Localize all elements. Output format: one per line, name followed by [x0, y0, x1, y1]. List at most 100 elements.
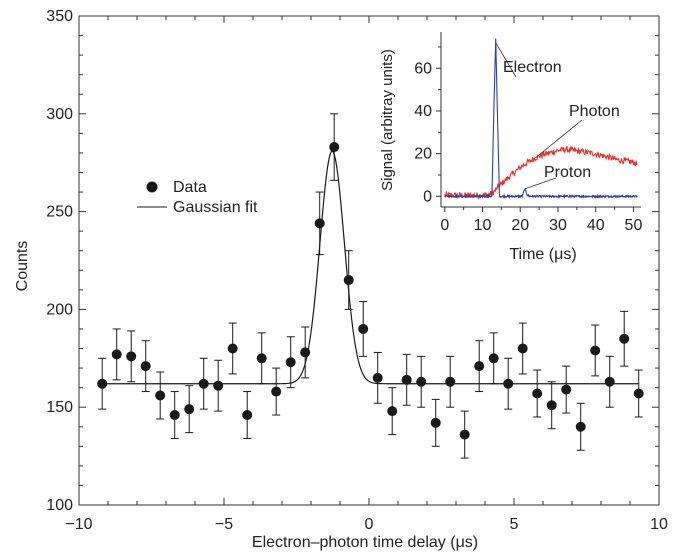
y-tick-label: 350: [46, 8, 73, 25]
annotation-label: Electron: [503, 59, 562, 76]
data-point: [213, 359, 224, 412]
data-marker: [532, 388, 543, 399]
data-point: [343, 250, 354, 310]
inset-x-tick-label: 50: [625, 217, 643, 234]
main-axes: [78, 15, 660, 506]
data-point: [590, 324, 601, 377]
y-axis-label: Counts: [14, 241, 31, 292]
data-point: [140, 340, 151, 393]
data-marker: [604, 376, 615, 387]
data-marker: [503, 378, 514, 389]
data-marker: [358, 323, 369, 334]
data-point: [314, 191, 325, 256]
data-marker: [285, 357, 296, 368]
inset-x-tick-label: 10: [474, 217, 492, 234]
data-point: [285, 336, 296, 389]
data-marker: [242, 410, 253, 421]
data-point: [300, 326, 311, 379]
annotation-label: Photon: [569, 103, 620, 120]
data-marker: [401, 374, 412, 385]
data-marker: [213, 380, 224, 391]
data-marker: [517, 343, 528, 354]
data-points: [97, 113, 644, 459]
data-point: [256, 332, 267, 385]
inset-x-tick-label: 40: [587, 217, 605, 234]
inset-x-tick-label: 30: [549, 217, 567, 234]
data-marker: [155, 390, 166, 401]
data-point: [329, 113, 340, 181]
data-marker: [343, 275, 354, 286]
data-marker: [590, 345, 601, 356]
data-marker: [488, 353, 499, 364]
data-point: [575, 402, 586, 451]
y-tick-label: 300: [46, 106, 73, 123]
data-marker: [416, 376, 427, 387]
data-marker: [256, 353, 267, 364]
legend-label-fit: Gaussian fit: [173, 199, 258, 216]
data-point: [111, 328, 122, 381]
data-point: [401, 353, 412, 406]
x-tick-label: 10: [650, 516, 668, 533]
data-marker: [445, 376, 456, 387]
data-point: [184, 385, 195, 434]
data-point: [358, 301, 369, 357]
gaussian-fit-line: [102, 150, 639, 385]
inset-y-tick-label: 0: [423, 188, 432, 205]
x-axis-label: Electron–photon time delay (μs): [252, 534, 478, 551]
inset-annotations: Electron Photon Proton: [495, 42, 620, 190]
data-marker: [126, 351, 137, 362]
annotation-leader-line: [535, 119, 583, 159]
data-marker: [546, 400, 557, 411]
y-tick-label: 200: [46, 301, 73, 318]
x-tick-label: −5: [215, 516, 233, 533]
annotation-leader-line: [495, 42, 517, 78]
data-point: [532, 369, 543, 418]
data-point: [445, 355, 456, 408]
data-marker: [633, 388, 644, 399]
x-tick-label: 0: [365, 516, 374, 533]
inset-x-tick-label: 0: [440, 217, 449, 234]
data-point: [488, 332, 499, 385]
inset-y-tick-label: 60: [414, 60, 432, 77]
data-point: [387, 387, 398, 436]
data-marker: [372, 372, 383, 383]
data-point: [619, 310, 630, 367]
inset-background: [420, 28, 650, 208]
y-tick-label: 150: [46, 399, 73, 416]
data-point: [430, 398, 441, 447]
data-point: [198, 357, 209, 410]
data-point: [372, 351, 383, 404]
inset-y-tick-label: 20: [414, 146, 432, 163]
data-marker: [561, 384, 572, 395]
data-point: [633, 369, 644, 418]
data-point: [503, 357, 514, 410]
data-marker: [97, 378, 108, 389]
inset-axes: [436, 32, 641, 212]
data-marker: [184, 404, 195, 415]
data-point: [459, 410, 470, 459]
data-marker: [300, 347, 311, 358]
data-point: [416, 355, 427, 408]
data-point: [517, 322, 528, 375]
data-marker: [575, 421, 586, 432]
data-marker: [459, 429, 470, 440]
data-marker: [314, 218, 325, 229]
data-point: [561, 365, 572, 414]
data-marker: [619, 333, 630, 344]
inset-x-axis-label: Time (μs): [509, 246, 576, 263]
annotation-label: Proton: [544, 164, 591, 181]
data-point: [604, 355, 615, 408]
electron-series-line: [444, 38, 638, 200]
legend-marker-data: [146, 181, 158, 193]
data-point: [271, 367, 282, 416]
data-point: [155, 371, 166, 420]
data-marker: [140, 361, 151, 372]
x-tick-label: −10: [65, 516, 92, 533]
data-point: [126, 330, 137, 383]
data-point: [242, 391, 253, 439]
data-marker: [430, 417, 441, 428]
